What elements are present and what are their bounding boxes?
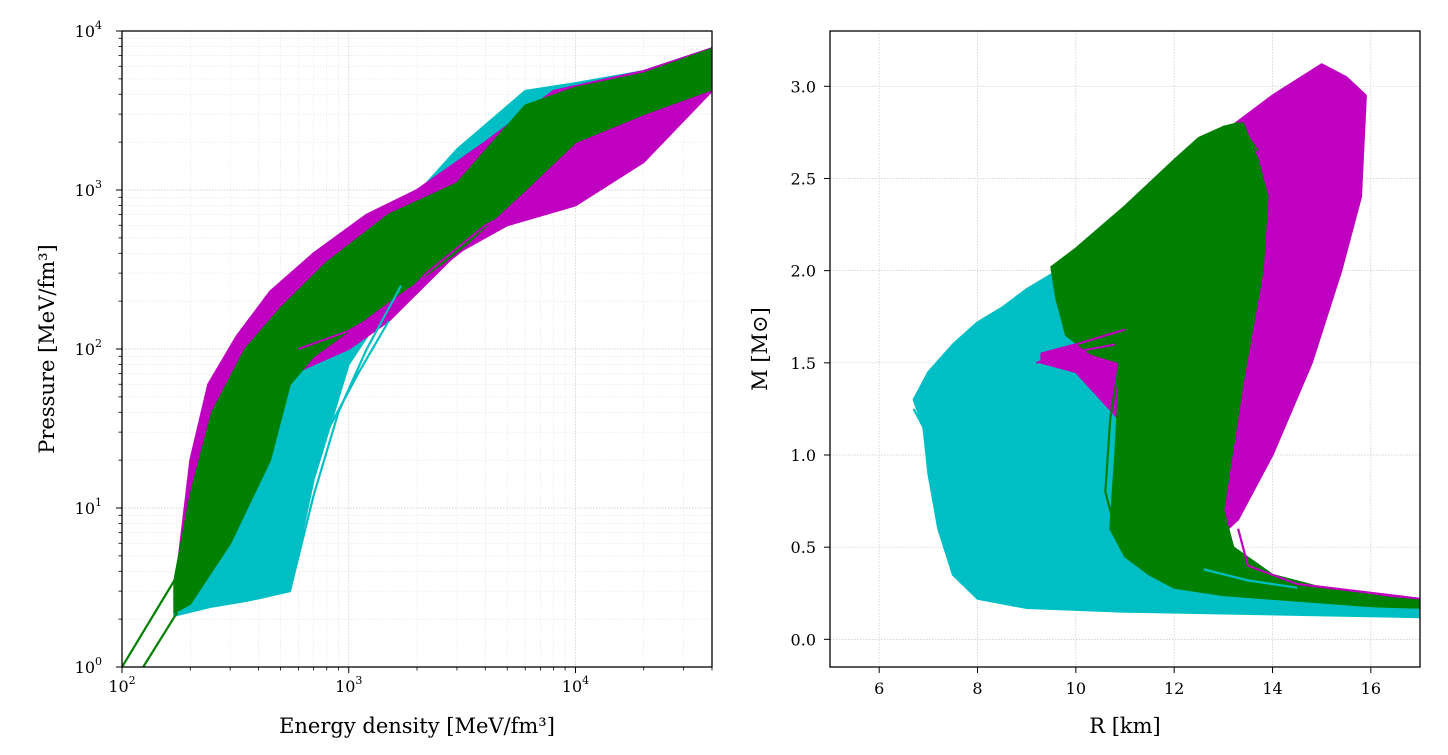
mr-y-axis-label: M [M⊙]	[748, 307, 772, 391]
eos-band-green	[173, 48, 712, 614]
eos-plot-area	[122, 47, 712, 667]
mr-curve-magenta	[1237, 528, 1420, 600]
eos-x-tick-label: 104	[562, 674, 589, 696]
mr-x-tick-label: 14	[1262, 679, 1282, 698]
eos-curve-magenta	[298, 118, 645, 351]
eos-x-tick-label: 103	[335, 674, 362, 696]
mr-curve-green	[1188, 122, 1259, 161]
mr-plot-frame	[829, 30, 1421, 668]
mr-x-tick-label: 12	[1164, 679, 1184, 698]
mr-curve-green	[1118, 381, 1420, 602]
mr-curve-cyan	[912, 408, 1420, 615]
mr-y-tick-label: 2.0	[791, 262, 816, 281]
mr-curve-cyan	[927, 417, 1420, 611]
mr-curve-green	[1104, 358, 1420, 604]
eos-panel: 102 103 104 100 101 102 103 104 Energy density …	[35, 19, 713, 738]
mr-y-tick-label: 3.0	[791, 77, 816, 96]
mr-curve-green	[1050, 243, 1092, 268]
eos-y-tick-label: 103	[75, 178, 102, 200]
mr-plot-area	[912, 63, 1420, 619]
eos-y-axis-label: Pressure [MeV/fm³]	[35, 244, 59, 453]
mr-y-tick-label: 1.5	[791, 354, 816, 373]
eos-curve-green	[142, 612, 179, 667]
mr-curve-magenta	[1036, 343, 1116, 364]
eos-x-axis-label: Energy density [MeV/fm³]	[279, 714, 555, 738]
mr-curve-cyan	[1203, 568, 1298, 589]
mr-ticks: 6 8 10 12 14 16 0.0 0.5 1.0 1.5 2.0 2.5 3.0	[791, 77, 1381, 698]
eos-curve-green	[122, 579, 176, 667]
eos-curve-cyan	[212, 285, 402, 608]
eos-curve-magenta	[348, 128, 635, 338]
eos-curve-cyan	[199, 320, 390, 611]
eos-ticks: 102 103 104 100 101 102 103 104	[75, 19, 713, 696]
mr-x-tick-label: 8	[972, 679, 982, 698]
mr-x-tick-label: 6	[874, 679, 884, 698]
mr-x-tick-label: 10	[1066, 679, 1086, 698]
mr-y-tick-label: 2.5	[791, 169, 816, 188]
mr-y-tick-label: 0.5	[791, 538, 816, 557]
mr-x-tick-label: 16	[1361, 679, 1381, 698]
mr-panel: 6 8 10 12 14 16 0.0 0.5 1.0 1.5 2.0 2.5 3.0 R [km] M…	[748, 30, 1421, 738]
eos-y-tick-label: 102	[75, 337, 102, 359]
mr-curve-magenta	[1041, 328, 1126, 355]
eos-y-tick-label: 101	[75, 496, 102, 518]
mr-y-tick-label: 1.0	[791, 446, 816, 465]
eos-y-tick-label: 104	[75, 19, 102, 41]
eos-y-tick-label: 100	[75, 655, 102, 677]
mr-x-axis-label: R [km]	[1089, 714, 1161, 738]
eos-x-tick-label: 102	[108, 674, 135, 696]
mr-y-tick-label: 0.0	[791, 630, 816, 649]
